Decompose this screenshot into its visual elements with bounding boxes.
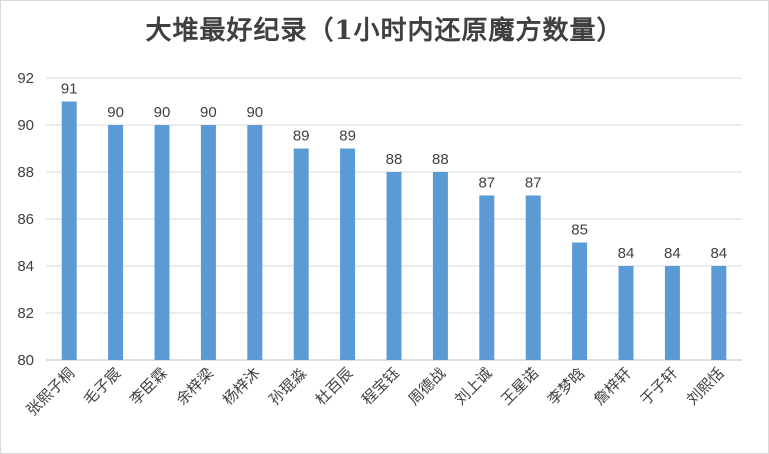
x-tick-label: 孙琨淼: [265, 364, 310, 409]
x-tick-label: 李梦晗: [544, 364, 589, 409]
bar: [154, 125, 170, 360]
x-tick-label: 詹梓轩: [590, 364, 635, 409]
x-tick-label: 刘上诚: [451, 364, 496, 409]
y-tick-label: 88: [17, 164, 34, 181]
x-tick-label: 程宝钰: [358, 364, 403, 409]
data-label: 85: [571, 222, 588, 239]
data-label: 90: [154, 104, 171, 121]
x-tick-label: 毛子宸: [80, 364, 125, 409]
bar: [200, 125, 216, 360]
x-tick-label: 于子轩: [637, 364, 682, 409]
x-tick-label: 余梓梁: [173, 364, 218, 409]
data-label: 90: [246, 104, 263, 121]
bar: [386, 172, 402, 360]
data-label: 87: [478, 175, 495, 192]
x-tick-label: 张熙子桐: [23, 364, 78, 419]
bar: [479, 195, 495, 360]
data-label: 87: [525, 175, 542, 192]
bar: [108, 125, 124, 360]
data-label: 88: [386, 151, 403, 168]
data-label: 84: [618, 245, 635, 262]
x-tick-label: 李臣霖: [126, 364, 171, 409]
chart-title: 大堆最好纪录（1小时内还原魔方数量）: [145, 16, 624, 46]
data-label: 90: [107, 104, 124, 121]
y-tick-label: 92: [17, 70, 34, 87]
y-tick-label: 82: [17, 305, 34, 322]
x-tick-label: 杨梓沐: [219, 364, 264, 409]
data-label: 84: [664, 245, 681, 262]
data-label: 89: [293, 128, 310, 145]
bar: [664, 266, 680, 360]
bar: [340, 148, 356, 360]
bar: [293, 148, 309, 360]
y-tick-label: 80: [17, 352, 34, 369]
x-tick-label: 周德战: [405, 364, 450, 409]
data-label: 84: [710, 245, 727, 262]
y-tick-label: 86: [17, 211, 34, 228]
x-tick-label: 杜百辰: [312, 364, 357, 409]
x-tick-label: 王星诺: [497, 364, 542, 409]
y-tick-label: 90: [17, 117, 34, 134]
data-label: 88: [432, 151, 449, 168]
data-label: 89: [339, 128, 356, 145]
x-tick-label: 刘熙恬: [683, 364, 728, 409]
data-label: 91: [61, 81, 78, 98]
bar: [432, 172, 448, 360]
bar: [61, 101, 77, 360]
bar: [525, 195, 541, 360]
bar: [572, 242, 588, 360]
bar: [247, 125, 263, 360]
bar: [618, 266, 634, 360]
bar: [711, 266, 727, 360]
y-tick-label: 84: [17, 258, 34, 275]
data-label: 90: [200, 104, 217, 121]
